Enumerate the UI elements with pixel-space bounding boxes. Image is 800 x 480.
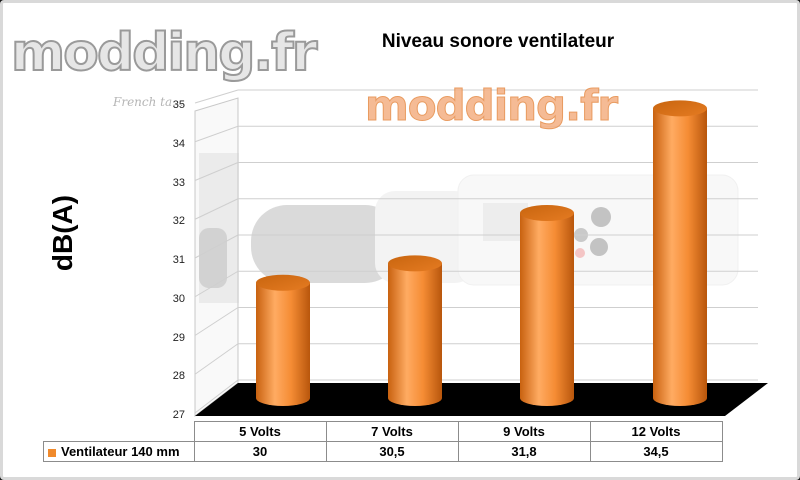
data-value-label: 30: [193, 441, 327, 462]
y-tick-label: 32: [172, 215, 185, 228]
bar-body: [256, 282, 310, 406]
data-value-label: 30,5: [325, 441, 459, 462]
y-axis-label: dB(A): [47, 194, 78, 272]
bar-body: [388, 263, 442, 406]
watermark-center: modding.fr: [364, 81, 618, 131]
data-table-series-row: Ventilateur 140 mm 30 30,5 31,8 34,5: [43, 441, 723, 462]
legend-entry: Ventilateur 140 mm: [43, 441, 195, 462]
gridline-side: [194, 343, 239, 375]
gridline-side: [194, 307, 239, 336]
y-tick-label: 27: [172, 409, 185, 421]
series-name: Ventilateur 140 mm: [61, 444, 180, 459]
gridline-side: [194, 234, 239, 259]
y-tick-label: 30: [172, 292, 185, 305]
data-table-corner: [43, 421, 195, 442]
category-label: 5 Volts: [193, 421, 327, 442]
gridline-side: [194, 198, 239, 220]
y-tick-label: 33: [172, 176, 185, 189]
data-value-label: 34,5: [589, 441, 723, 462]
y-tick-label: 31: [172, 254, 185, 266]
bar-top: [256, 274, 310, 291]
y-tick-label: 34: [172, 137, 185, 150]
bar: [520, 205, 574, 406]
bars: [256, 100, 707, 406]
watermark-logo: modding.fr: [10, 22, 318, 84]
bar: [388, 255, 442, 406]
side-wall: [194, 97, 239, 418]
y-tick-label: 35: [172, 99, 185, 111]
bar-top: [520, 205, 574, 221]
gridline-side: [194, 125, 239, 143]
data-table-header-row: 5 Volts 7 Volts 9 Volts 12 Volts: [43, 421, 723, 442]
data-value-label: 31,8: [457, 441, 591, 462]
gridline-side: [194, 270, 239, 298]
category-label: 9 Volts: [457, 421, 591, 442]
y-tick-label: 29: [172, 331, 185, 344]
category-label: 7 Volts: [325, 421, 459, 442]
bar: [653, 100, 707, 406]
gridline-side: [194, 379, 239, 414]
category-label: 12 Volts: [589, 421, 723, 442]
bar-body: [520, 213, 574, 406]
bar-top: [653, 100, 707, 117]
gridline-side: [194, 89, 239, 104]
legend-swatch: [48, 448, 56, 457]
chart-title: Niveau sonore ventilateur: [381, 31, 615, 52]
data-table: 5 Volts 7 Volts 9 Volts 12 Volts Ventila…: [43, 421, 723, 462]
bar: [256, 274, 310, 406]
y-tick-label: 28: [172, 370, 185, 383]
watermark-tagline: French ta...: [113, 95, 184, 109]
gridline-side: [194, 162, 239, 181]
back-wall: [238, 98, 758, 308]
floor: [195, 383, 768, 416]
bar-body: [653, 108, 707, 406]
bar-top: [388, 255, 442, 272]
chart-canvas: [194, 89, 768, 418]
